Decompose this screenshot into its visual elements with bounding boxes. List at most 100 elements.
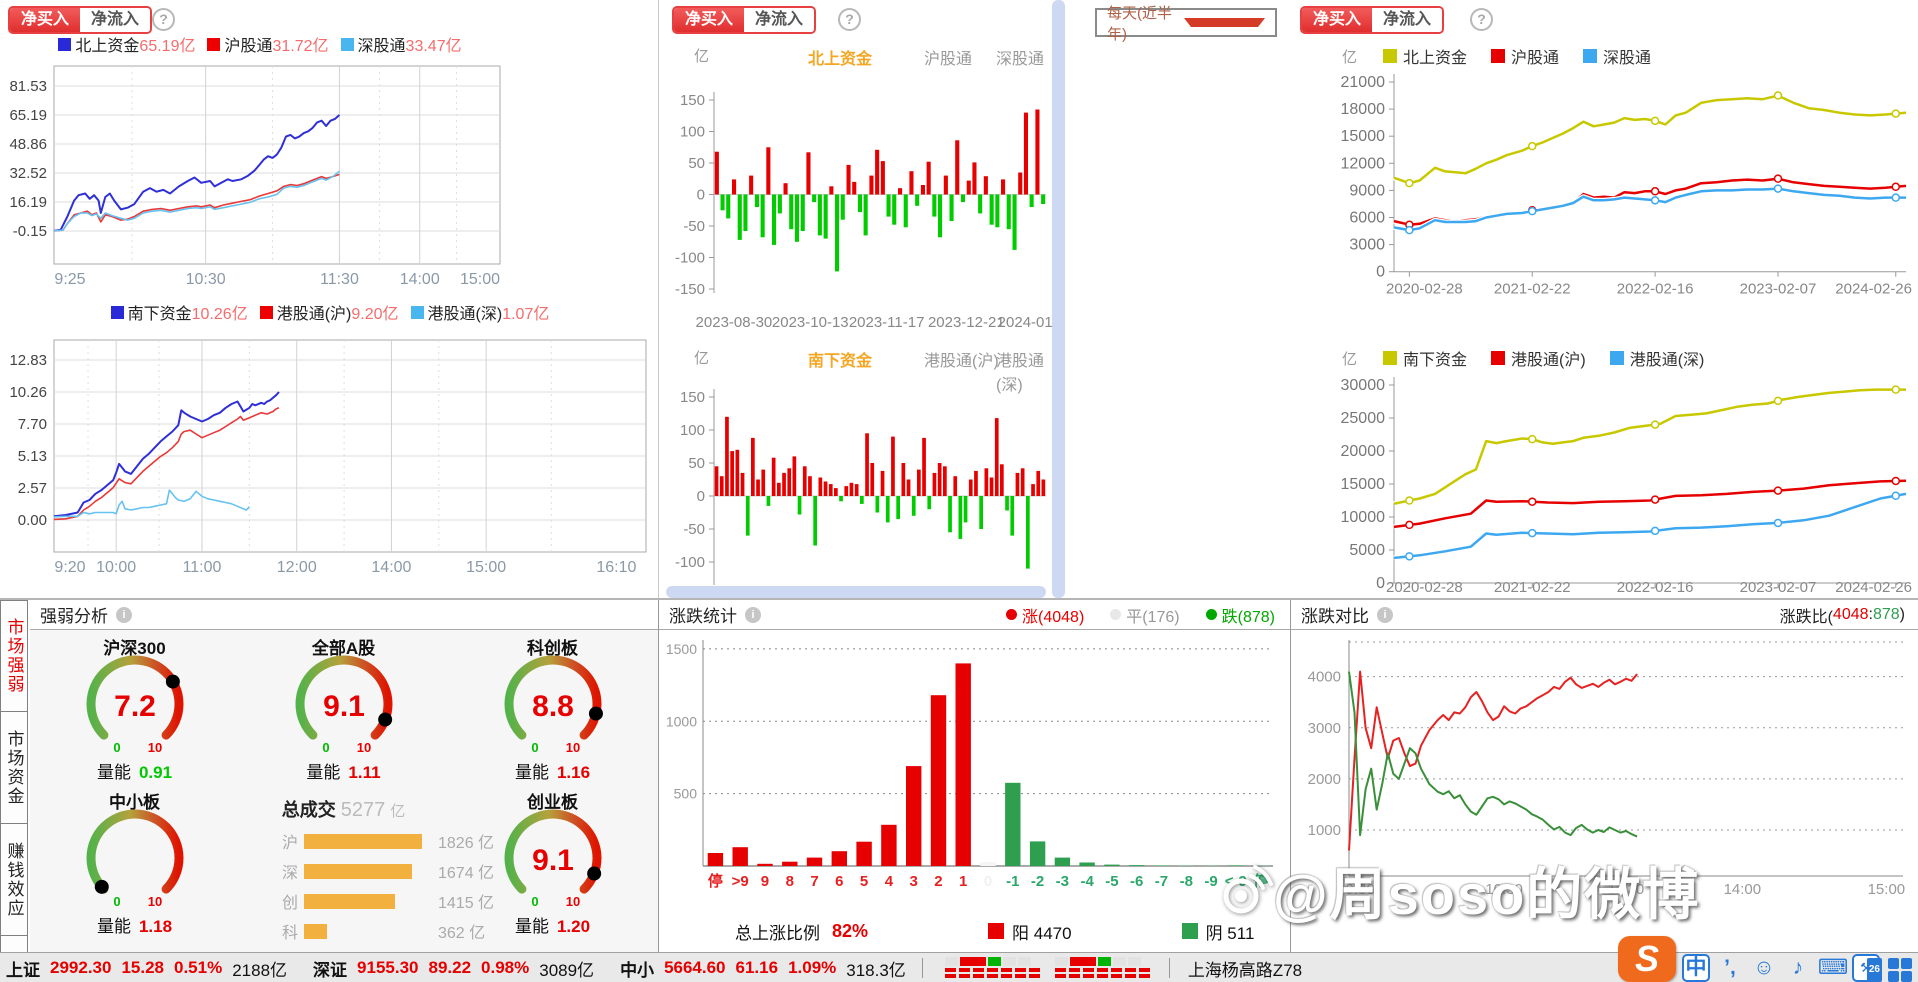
subtab-深股通[interactable]: 深股通 <box>996 51 1045 68</box>
info-icon[interactable]: i <box>1377 606 1393 623</box>
info-icon[interactable]: i <box>116 606 132 623</box>
svg-text:9.1: 9.1 <box>323 690 365 723</box>
southbound-history-chart[interactable]: 30000 25000 20000 15000 10000 5000 0 2020-02-28… <box>1330 368 1918 598</box>
yin-count: 阴 511 <box>1205 923 1255 943</box>
gauge-中小板: 0 10 <box>30 806 239 917</box>
svg-text:20000: 20000 <box>1341 443 1386 460</box>
northbound-daily-bars[interactable]: 150 100 50 0 -50 -100 -150 2023-08-30 2023-10-13… <box>664 80 1074 337</box>
updown-contrast-chart[interactable]: 4000 3000 2000 1000 9:30 10:30 11:30 14:00 15:00 <box>1291 630 1918 927</box>
legend-item: 港股通(深) <box>1609 346 1704 370</box>
info-icon[interactable]: i <box>745 606 761 623</box>
ime-punct-icon[interactable]: ’, <box>1724 956 1736 979</box>
svg-text:-50: -50 <box>683 218 705 235</box>
contrast-panel-header: 涨跌对比 i 涨跌比(4048:878) <box>1291 600 1918 630</box>
svg-text:16.19: 16.19 <box>9 194 47 211</box>
period-dropdown[interactable]: 每天(近半年) <box>1095 5 1277 43</box>
svg-text:15000: 15000 <box>1341 128 1386 145</box>
subtab-港股通(沪)[interactable]: 港股通(沪) <box>924 353 999 370</box>
tab-净流入[interactable]: 净流入 <box>1372 8 1443 32</box>
updown-histogram[interactable]: 1500 1000 500 停 >9 9 8 7 6 5 4 3 2 1 0 -1 -2 -3 -4 -5 -6 -7 -8… <box>663 630 1287 915</box>
tab-净买入[interactable]: 净买入 <box>10 8 81 32</box>
ime-emoji-icon[interactable]: ☺ <box>1753 956 1775 979</box>
svg-text:7: 7 <box>810 873 818 890</box>
svg-text:16:10: 16:10 <box>596 559 636 576</box>
legend-swatch-icon <box>1491 351 1506 365</box>
svg-text:9:20: 9:20 <box>54 559 85 576</box>
svg-text:2000: 2000 <box>1308 771 1341 788</box>
svg-text:10: 10 <box>147 894 161 909</box>
southbound-intraday-chart[interactable]: 12.83 10.26 7.70 5.13 2.57 0.00 9:20 10:00 11:00… <box>4 330 656 589</box>
volume-energy: 量能 1.18 <box>96 917 173 936</box>
contrast-panel: 涨跌对比 i 涨跌比(4048:878) 4000 3000 2000 1000 9:3… <box>1290 600 1918 952</box>
southbound-daily-subtabs: 亿 南下资金 港股通(沪) 港股通(深) <box>666 347 1052 394</box>
legend-value: 9.20亿 <box>351 306 399 323</box>
tab-净流入[interactable]: 净流入 <box>744 8 815 32</box>
svg-text:10: 10 <box>356 740 370 755</box>
ime-mic-icon[interactable]: ♪ <box>1792 956 1804 979</box>
ratio-prefix: 涨跌比( <box>1779 608 1833 626</box>
svg-text:30000: 30000 <box>1341 377 1386 394</box>
svg-text:-7: -7 <box>1155 873 1168 890</box>
turnover-row-深: 深 1674 亿 <box>282 860 518 882</box>
tab-净买入[interactable]: 净买入 <box>1302 8 1373 32</box>
subtab-南下资金[interactable]: 南下资金 <box>808 353 873 370</box>
unit-label: 亿 <box>694 350 710 367</box>
northbound-intraday-legend: 北上资金 65.19亿 沪股通 31.72亿 深股通 33.47亿 <box>0 32 520 56</box>
sidebar-item-每日[interactable]: 每日 <box>0 936 28 952</box>
vertical-scrollbar[interactable] <box>1052 0 1065 598</box>
svg-text:停: 停 <box>1253 872 1268 890</box>
svg-text:1000: 1000 <box>1308 822 1341 839</box>
legend-swatch-icon <box>1383 351 1398 365</box>
sidebar-item-赚钱效应[interactable]: 赚钱效应 <box>0 824 28 936</box>
svg-text:0: 0 <box>113 894 120 909</box>
turnover-row-value: 1674 亿 <box>438 865 495 882</box>
ime-toolbox-icon[interactable]: ⚒26 <box>1852 954 1882 982</box>
svg-text:-150: -150 <box>675 281 705 298</box>
sogou-logo-icon[interactable]: S <box>1618 936 1676 982</box>
horizontal-scrollbar[interactable] <box>666 586 1046 598</box>
subtab-沪股通[interactable]: 沪股通 <box>924 51 973 68</box>
legend-item: 北上资金 <box>1383 44 1467 68</box>
index-value: 9155.30 <box>357 958 419 977</box>
ime-keyboard-icon[interactable]: ⌨ <box>1818 956 1849 979</box>
legend-swatch-icon <box>1491 49 1506 63</box>
legend-value: 31.72亿 <box>272 38 329 55</box>
volume-energy: 量能 1.20 <box>514 917 591 936</box>
svg-text:-0.15: -0.15 <box>13 223 47 240</box>
svg-text:100: 100 <box>680 422 705 439</box>
svg-text:8: 8 <box>786 873 794 890</box>
gauge-全部A股: 9.1 0 10 <box>239 652 448 763</box>
subtab-北上资金[interactable]: 北上资金 <box>808 51 873 68</box>
ratio-colon: : <box>1868 605 1873 623</box>
mid-net-tabs[interactable]: 净买入 净流入 <box>672 6 817 34</box>
left-help-icon[interactable]: ? <box>152 8 175 31</box>
contrast-panel-title: 涨跌对比 <box>1301 607 1369 626</box>
right-net-tabs[interactable]: 净买入 净流入 <box>1300 6 1445 34</box>
right-help-icon[interactable]: ? <box>1470 8 1493 31</box>
sidebar-item-市场强弱[interactable]: 市场强弱 <box>0 600 28 712</box>
ime-skin-icon[interactable] <box>1888 958 1912 982</box>
ime-lang-icon[interactable]: 中 <box>1682 954 1710 982</box>
turnover-row-沪: 沪 1826 亿 <box>282 830 518 852</box>
ratio-down: 878 <box>1872 605 1900 623</box>
northbound-history-chart[interactable]: 21000 18000 15000 12000 9000 6000 3000 0 2020-02… <box>1330 66 1918 319</box>
svg-text:6000: 6000 <box>1349 210 1385 227</box>
northbound-intraday-chart[interactable]: 81.53 65.19 48.86 32.52 16.19 -0.15 9:25 10:30 1… <box>4 58 516 303</box>
subtab-港股通(深)[interactable]: 港股通(深) <box>996 353 1045 394</box>
sidebar-item-市场资金[interactable]: 市场资金 <box>0 712 28 824</box>
svg-text:10:30: 10:30 <box>186 271 226 288</box>
legend-swatch-icon <box>207 37 221 51</box>
legend-label: 深股通 <box>357 38 406 55</box>
northbound-history-legend: 亿 北上资金 沪股通 深股通 <box>1342 44 1675 68</box>
tab-净流入[interactable]: 净流入 <box>80 8 151 32</box>
southbound-daily-bars[interactable]: 150 100 50 0 -50 -100 <box>664 380 1052 590</box>
left-net-tabs[interactable]: 净买入 净流入 <box>8 6 153 34</box>
svg-text:2024-02-26: 2024-02-26 <box>1835 281 1912 298</box>
index-value: 89.22 <box>428 958 472 977</box>
updown-legend-item: 跌(878) <box>1205 603 1275 627</box>
svg-text:2023-11-17: 2023-11-17 <box>849 314 925 331</box>
svg-text:50: 50 <box>688 155 705 172</box>
gauge-科创板: 8.8 0 10 <box>448 652 657 763</box>
tab-净买入[interactable]: 净买入 <box>674 8 745 32</box>
mid-help-icon[interactable]: ? <box>838 8 861 31</box>
